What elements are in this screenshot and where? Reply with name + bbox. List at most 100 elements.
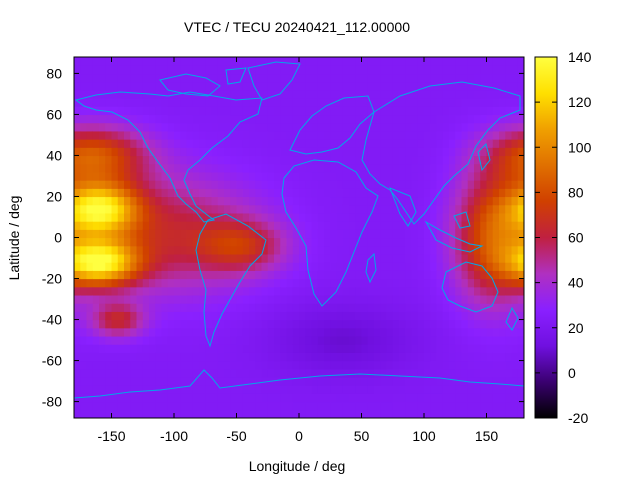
heatmap-cell xyxy=(249,229,256,239)
heatmap-cell xyxy=(399,278,406,288)
heatmap-cell xyxy=(286,89,294,99)
heatmap-cell xyxy=(86,130,94,140)
heatmap-cell xyxy=(86,139,94,148)
heatmap-cell xyxy=(336,253,344,263)
heatmap-cell xyxy=(230,139,238,148)
heatmap-cell xyxy=(255,155,263,165)
heatmap-cell xyxy=(180,303,188,312)
heatmap-cell xyxy=(411,122,419,132)
heatmap-cell xyxy=(224,278,231,288)
heatmap-cell xyxy=(486,270,494,280)
heatmap-cell xyxy=(199,311,206,321)
heatmap-cell xyxy=(405,89,413,99)
heatmap-cell xyxy=(174,229,181,239)
heatmap-cell xyxy=(324,89,331,99)
heatmap-cell xyxy=(467,245,475,255)
heatmap-cell xyxy=(224,188,231,198)
heatmap-cell xyxy=(399,319,406,329)
heatmap-cell xyxy=(224,139,231,148)
heatmap-cell xyxy=(192,368,200,378)
heatmap-cell xyxy=(330,327,338,337)
heatmap-cell xyxy=(336,401,344,411)
heatmap-cell xyxy=(405,139,413,148)
heatmap-cell xyxy=(392,196,400,206)
heatmap-cell xyxy=(174,171,181,181)
heatmap-cell xyxy=(174,73,181,83)
heatmap-cell xyxy=(161,278,169,288)
heatmap-cell xyxy=(317,401,325,411)
heatmap-cell xyxy=(430,155,438,165)
heatmap-cell xyxy=(274,237,281,247)
heatmap-cell xyxy=(161,155,169,165)
heatmap-cell xyxy=(342,204,350,214)
heatmap-cell xyxy=(267,229,275,239)
heatmap-cell xyxy=(380,180,388,189)
heatmap-cell xyxy=(230,155,238,165)
heatmap-cell xyxy=(99,73,106,83)
heatmap-cell xyxy=(486,98,494,107)
heatmap-cell xyxy=(417,376,425,386)
heatmap-cell xyxy=(236,335,244,345)
heatmap-cell xyxy=(499,229,506,239)
heatmap-cell xyxy=(424,270,431,280)
heatmap-cell xyxy=(174,270,181,280)
heatmap-cell xyxy=(299,237,306,247)
heatmap-cell xyxy=(499,360,506,370)
heatmap-cell xyxy=(367,327,375,337)
heatmap-cell xyxy=(499,122,506,132)
heatmap-cell xyxy=(517,98,524,107)
heatmap-cell xyxy=(380,106,388,116)
heatmap-cell xyxy=(211,171,219,181)
heatmap-cell xyxy=(205,57,213,66)
heatmap-cell xyxy=(261,352,269,362)
heatmap-cell xyxy=(192,57,200,66)
heatmap-cell xyxy=(317,122,325,132)
heatmap-cell xyxy=(324,155,331,165)
heatmap-cell xyxy=(174,360,181,370)
heatmap-cell xyxy=(336,89,344,99)
heatmap-cell xyxy=(474,98,481,107)
heatmap-cell xyxy=(355,98,363,107)
heatmap-cell xyxy=(249,204,256,214)
heatmap-cell xyxy=(511,98,519,107)
heatmap-cell xyxy=(492,286,500,296)
heatmap-cell xyxy=(80,270,88,280)
heatmap-cell xyxy=(311,327,319,337)
heatmap-cell xyxy=(455,303,463,312)
heatmap-cell xyxy=(199,335,206,345)
heatmap-cell xyxy=(455,212,463,222)
heatmap-cell xyxy=(199,163,206,173)
heatmap-cell xyxy=(330,139,338,148)
heatmap-cell xyxy=(311,73,319,83)
heatmap-cell xyxy=(336,303,344,312)
heatmap-cell xyxy=(517,147,524,157)
heatmap-cell xyxy=(442,344,450,353)
heatmap-cell xyxy=(380,65,388,75)
heatmap-cell xyxy=(424,147,431,157)
heatmap-cell xyxy=(505,212,513,222)
heatmap-cell xyxy=(236,311,244,321)
heatmap-cell xyxy=(361,344,369,353)
heatmap-cell xyxy=(461,171,469,181)
heatmap-cell xyxy=(224,401,231,411)
heatmap-cell xyxy=(180,335,188,345)
heatmap-cell xyxy=(74,245,81,255)
heatmap-cell xyxy=(161,368,169,378)
heatmap-cell xyxy=(74,155,81,165)
heatmap-cell xyxy=(130,393,138,403)
colorbar-tick-label: -20 xyxy=(568,410,588,426)
heatmap-cell xyxy=(161,114,169,124)
heatmap-cell xyxy=(205,311,213,321)
heatmap-cell xyxy=(336,81,344,91)
heatmap-cell xyxy=(505,303,513,312)
heatmap-cell xyxy=(99,147,106,157)
heatmap-cell xyxy=(255,344,263,353)
heatmap-cell xyxy=(86,303,94,312)
heatmap-cell xyxy=(330,221,338,230)
heatmap-cell xyxy=(117,130,125,140)
heatmap-cell xyxy=(449,221,456,230)
heatmap-cell xyxy=(480,221,488,230)
heatmap-cell xyxy=(174,327,181,337)
heatmap-cell xyxy=(505,327,513,337)
heatmap-cell xyxy=(167,188,175,198)
